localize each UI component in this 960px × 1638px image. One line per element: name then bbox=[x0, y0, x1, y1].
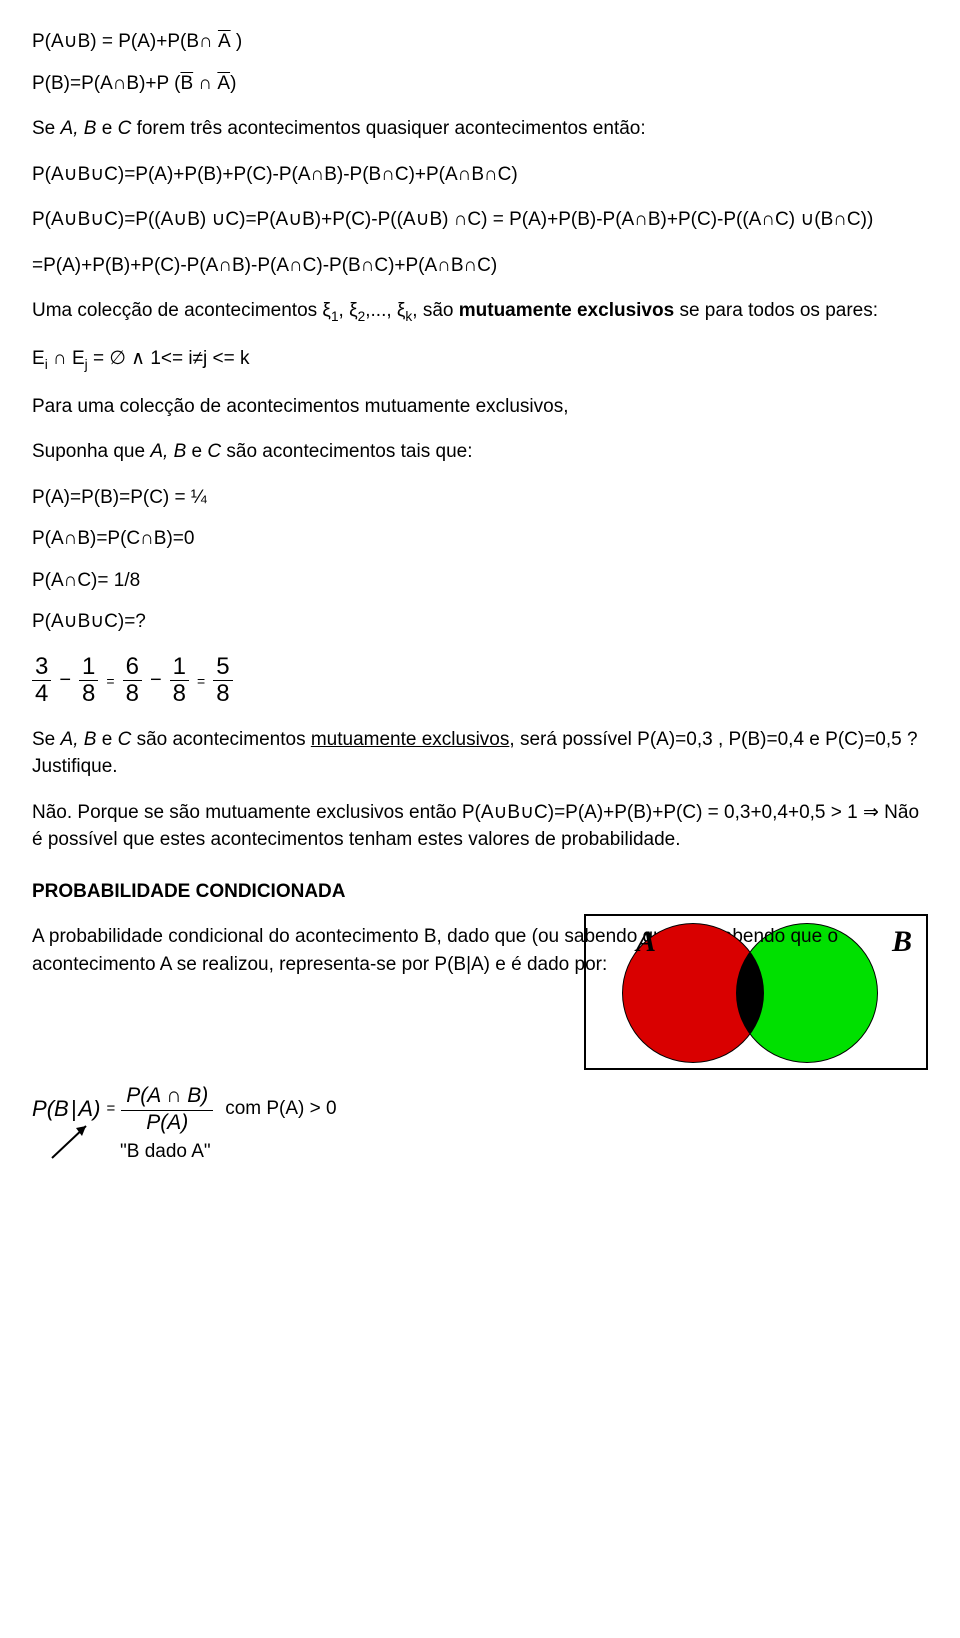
heading-conditional-probability: PROBABILIDADE CONDICIONADA bbox=[32, 878, 928, 906]
formula-pb-decomp: P(B)=P(A∩B)+P (B ∩ A) bbox=[32, 70, 928, 98]
text: se para todos os pares: bbox=[674, 300, 878, 321]
example-eq1: P(A)=P(B)=P(C) = ¼ bbox=[32, 484, 928, 512]
text: C bbox=[118, 729, 132, 750]
denominator: P(A) bbox=[143, 1111, 191, 1134]
arrow-icon bbox=[40, 1122, 100, 1170]
text: C bbox=[207, 441, 221, 462]
mutually-exclusive-condition: Ei ∩ Ej = ∅ ∧ 1<= i≠j <= k bbox=[32, 345, 928, 375]
text: ) bbox=[231, 31, 243, 52]
text: ) bbox=[93, 1096, 100, 1121]
denominator: 8 bbox=[170, 681, 189, 707]
text: E bbox=[32, 348, 45, 369]
text: e bbox=[96, 729, 117, 750]
a-complement: A bbox=[217, 70, 230, 98]
text: Uma colecção de acontecimentos ξ bbox=[32, 300, 331, 321]
venn-diagram: A B bbox=[584, 914, 928, 1070]
text: Se bbox=[32, 118, 61, 139]
text: Suponha que bbox=[32, 441, 150, 462]
answer-no: Não. Porque se são mutuamente exclusivos… bbox=[32, 799, 928, 854]
text: P bbox=[32, 1096, 47, 1121]
numerator: 1 bbox=[79, 654, 98, 681]
intro-three-events: Se A, B e C forem três acontecimentos qu… bbox=[32, 115, 928, 143]
venn-circle-b bbox=[736, 923, 878, 1063]
numerator: 1 bbox=[170, 654, 189, 681]
text: Se bbox=[32, 729, 61, 750]
text-bold: mutuamente exclusivos bbox=[459, 300, 674, 321]
conditional-formula-left: P(B|A) = P(A ∩ B) P(A) com P(A) > 0 "B d… bbox=[32, 1084, 337, 1165]
text: e bbox=[186, 441, 207, 462]
fraction: 18 bbox=[170, 654, 189, 708]
text: ( bbox=[47, 1096, 54, 1121]
text: ∩ E bbox=[48, 348, 85, 369]
minus-sign: − bbox=[57, 666, 73, 695]
equals-sign: = bbox=[106, 1098, 115, 1120]
text: | bbox=[69, 1096, 79, 1121]
denominator: 8 bbox=[79, 681, 98, 707]
denominator: 8 bbox=[123, 681, 142, 707]
formula-derivation-result: =P(A)+P(B)+P(C)-P(A∩B)-P(A∩C)-P(B∩C)+P(A… bbox=[32, 252, 928, 280]
text: B bbox=[54, 1096, 69, 1121]
mutually-exclusive-def: Uma colecção de acontecimentos ξ1, ξ2,..… bbox=[32, 297, 928, 327]
formula-derivation: P(A∪B∪C)=P((A∪B) ∪C)=P(A∪B)+P(C)-P((A∪B)… bbox=[32, 206, 928, 234]
formula-union-ab: P(A∪B) = P(A)+P(B∩ A ) bbox=[32, 28, 928, 56]
a-complement: A bbox=[218, 28, 231, 56]
fraction: 18 bbox=[79, 654, 98, 708]
b-complement: B bbox=[180, 70, 193, 98]
numerator: 3 bbox=[32, 654, 51, 681]
text: , ξ bbox=[339, 300, 358, 321]
fraction: 68 bbox=[123, 654, 142, 708]
numerator: 6 bbox=[123, 654, 142, 681]
text: ,..., ξ bbox=[365, 300, 405, 321]
text: A, B bbox=[61, 118, 97, 139]
example-suppose: Suponha que A, B e C são acontecimentos … bbox=[32, 438, 928, 466]
text: , são bbox=[412, 300, 458, 321]
text: A, B bbox=[61, 729, 97, 750]
conditional-caption: "B dado A" bbox=[120, 1138, 211, 1166]
equals-sign: = bbox=[104, 671, 116, 691]
condition-text: com P(A) > 0 bbox=[225, 1095, 336, 1123]
text: e bbox=[96, 118, 117, 139]
example-question: P(A∪B∪C)=? bbox=[32, 608, 928, 636]
text: são acontecimentos tais que: bbox=[221, 441, 472, 462]
conditional-formula-block: P(B|A) = P(A ∩ B) P(A) com P(A) > 0 "B d… bbox=[32, 1084, 928, 1165]
text-underline: mutuamente exclusivos bbox=[311, 729, 510, 750]
text: A bbox=[78, 1096, 93, 1121]
fraction: 34 bbox=[32, 654, 51, 708]
text: ) bbox=[230, 73, 236, 94]
lhs: P(B|A) bbox=[32, 1093, 100, 1125]
text: C bbox=[118, 118, 132, 139]
text: P(B)=P(A∩B)+P bbox=[32, 73, 174, 94]
question-possible: Se A, B e C são acontecimentos mutuament… bbox=[32, 726, 928, 781]
equals-sign: = bbox=[195, 671, 207, 691]
example-eq3: P(A∩C)= 1/8 bbox=[32, 567, 928, 595]
fraction-calculation: 34 − 18 = 68 − 18 = 58 bbox=[32, 654, 928, 708]
denominator: 4 bbox=[32, 681, 51, 707]
mutually-exclusive-coll: Para uma colecção de acontecimentos mutu… bbox=[32, 393, 928, 421]
minus-sign: − bbox=[148, 666, 164, 695]
numerator: P(A ∩ B) bbox=[121, 1084, 213, 1110]
denominator: 8 bbox=[213, 681, 232, 707]
text: forem três acontecimentos quasiquer acon… bbox=[131, 118, 645, 139]
text: são acontecimentos bbox=[131, 729, 311, 750]
venn-label-a: A bbox=[636, 920, 656, 964]
text: ∩ bbox=[193, 73, 217, 94]
subscript: 1 bbox=[331, 309, 339, 324]
numerator: 5 bbox=[213, 654, 232, 681]
text: A, B bbox=[150, 441, 186, 462]
fraction: 58 bbox=[213, 654, 232, 708]
fraction: P(A ∩ B) P(A) bbox=[121, 1084, 213, 1133]
text: P(A∪B) = P(A)+P(B∩ bbox=[32, 31, 218, 52]
text: = ∅ ∧ 1<= i≠j <= k bbox=[88, 348, 250, 369]
example-eq2: P(A∩B)=P(C∩B)=0 bbox=[32, 525, 928, 553]
formula-union-abc: P(A∪B∪C)=P(A)+P(B)+P(C)-P(A∩B)-P(B∩C)+P(… bbox=[32, 161, 928, 189]
venn-label-b: B bbox=[892, 920, 912, 964]
